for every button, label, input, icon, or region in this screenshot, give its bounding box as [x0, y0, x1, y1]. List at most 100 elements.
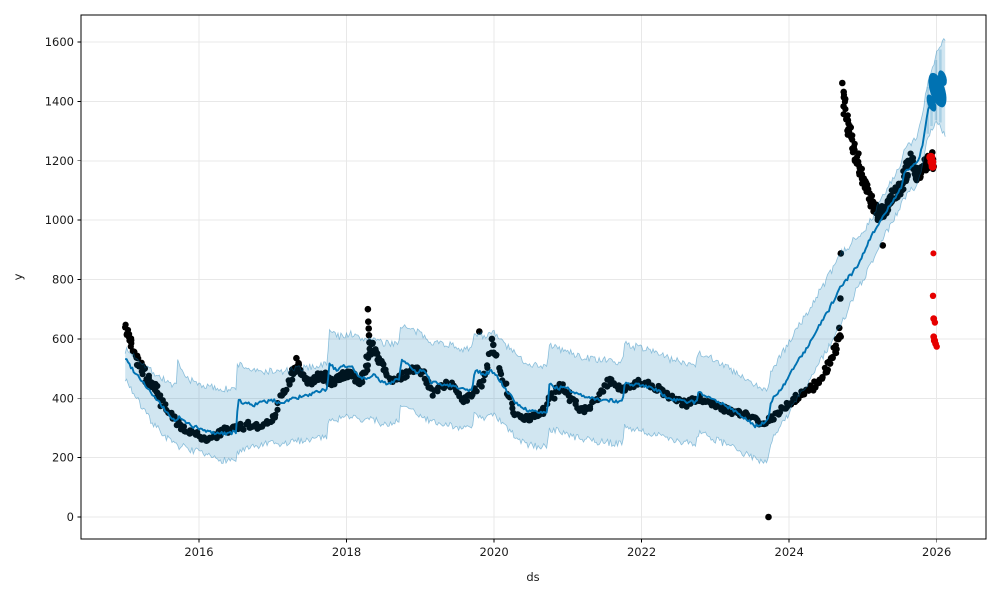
observed-point [492, 352, 500, 359]
x-tick-label: 2016 [184, 545, 213, 559]
observed-point [497, 371, 505, 378]
observed-outlier-point [295, 359, 302, 367]
y-tick-label: 200 [52, 451, 74, 465]
observed-point [141, 365, 148, 372]
uncertainty-band-upper-edge [124, 37, 946, 393]
observed-point [135, 355, 142, 362]
y-tick-label: 1600 [45, 35, 74, 49]
observed-point [359, 379, 366, 386]
x-tick-label: 2022 [627, 545, 656, 559]
observed-point [770, 416, 777, 423]
observed-point [551, 395, 558, 402]
observed-point [154, 382, 161, 390]
observed-point [600, 388, 607, 395]
forecast-line-layer [125, 86, 940, 436]
observed-point [904, 171, 911, 179]
observed-outlier-point [837, 250, 845, 257]
forecast-dense-cluster [938, 70, 947, 86]
forecast-dense-cluster-layer [926, 49, 947, 134]
observed-point [801, 391, 808, 398]
anomaly-point [929, 292, 937, 299]
x-axis-label: ds [526, 570, 539, 584]
observed-point [836, 332, 844, 339]
y-axis-label: y [11, 273, 25, 280]
x-tick-label: 2020 [479, 545, 508, 559]
observed-outlier-point [365, 318, 372, 326]
observed-point [122, 321, 129, 328]
observed-point [272, 411, 279, 418]
observed-point [819, 374, 826, 381]
observed-outlier-point [365, 325, 373, 332]
uncertainty-band-layer [124, 37, 946, 465]
observed-point [909, 158, 917, 165]
observed-outlier-point [490, 341, 497, 349]
observed-outlier-point [836, 324, 843, 332]
observed-point [824, 366, 832, 373]
observed-point [480, 377, 487, 384]
observed-outlier-point [839, 79, 846, 87]
observed-point [855, 150, 862, 157]
observed-point [283, 386, 290, 393]
observed-outlier-point [365, 332, 373, 339]
anomaly-points-layer [926, 152, 940, 350]
observed-point [403, 373, 410, 380]
forecast-line [125, 86, 940, 436]
observed-outlier-point [366, 339, 373, 346]
forecast-dense-cluster [926, 94, 937, 112]
observed-point [868, 192, 876, 199]
observed-point [527, 417, 534, 424]
observed-point [128, 340, 135, 347]
anomaly-point [931, 319, 939, 326]
observed-point [849, 132, 856, 139]
y-tick-label: 1200 [45, 154, 74, 168]
observed-point [858, 165, 866, 172]
y-tick-label: 1000 [45, 213, 74, 227]
observed-point [463, 397, 471, 404]
observed-point [364, 362, 371, 369]
observed-outlier-point [765, 513, 772, 521]
x-tick-label: 2026 [922, 545, 951, 559]
observed-point [240, 426, 247, 433]
observed-outlier-point [841, 95, 849, 103]
observed-point [833, 346, 840, 353]
y-tick-label: 1400 [45, 94, 74, 108]
observed-point [382, 366, 389, 373]
observed-point [484, 364, 491, 371]
observed-points-layer [122, 79, 938, 521]
y-tick-label: 400 [52, 391, 74, 405]
anomaly-point [928, 162, 937, 171]
y-tick-label: 0 [67, 510, 74, 524]
observed-outlier-point [837, 295, 844, 302]
observed-point [826, 360, 834, 367]
observed-point [842, 106, 849, 113]
observed-point [844, 112, 851, 119]
observed-point [364, 367, 371, 374]
observed-point [380, 361, 387, 368]
observed-outlier-point [364, 305, 372, 313]
forecast-dense-cluster [928, 72, 947, 108]
observed-point [776, 409, 784, 416]
observed-point [274, 406, 281, 413]
observed-outlier-point [488, 335, 496, 343]
x-tick-label: 2024 [775, 545, 804, 559]
observed-point [473, 388, 480, 395]
y-tick-label: 600 [52, 332, 74, 346]
uncertainty-band [125, 38, 946, 464]
observed-point [846, 122, 853, 129]
observed-point [845, 117, 852, 124]
axes-layer: 2016 2018 2020 2022 2024 2026 0 200 400 600 800 100… [45, 14, 987, 559]
observed-outlier-point [293, 354, 300, 362]
observed-point [850, 143, 858, 151]
anomaly-point [930, 250, 937, 257]
observed-point [139, 371, 146, 378]
y-tick-label: 800 [52, 273, 74, 287]
x-tick-label: 2018 [332, 545, 361, 559]
observed-point [157, 392, 164, 399]
uncertainty-band-lower-edge [124, 121, 946, 465]
observed-outlier-point [476, 328, 483, 335]
observed-point [478, 383, 485, 390]
anomaly-point [933, 343, 940, 350]
observed-point [289, 376, 296, 383]
